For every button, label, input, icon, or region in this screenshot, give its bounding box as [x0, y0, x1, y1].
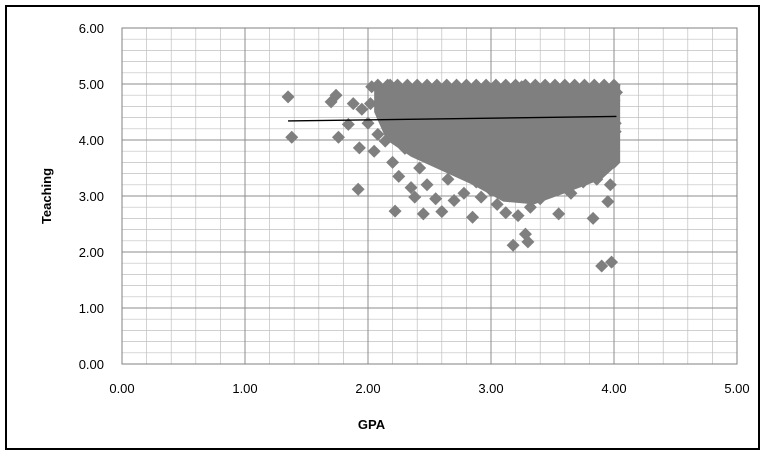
data-point — [388, 204, 402, 218]
x-tick-label: 4.00 — [601, 381, 626, 396]
data-point — [341, 117, 355, 131]
y-tick-label: 2.00 — [79, 245, 104, 260]
data-point — [479, 78, 493, 92]
data-points — [281, 78, 623, 273]
data-point — [521, 235, 535, 249]
data-point — [469, 78, 483, 92]
data-point — [450, 78, 464, 92]
data-point — [511, 209, 525, 223]
trendline-group — [288, 115, 617, 122]
data-point — [603, 178, 617, 192]
data-point — [552, 207, 566, 221]
x-axis-title: GPA — [358, 417, 386, 432]
data-point — [408, 190, 422, 204]
y-axis-title: Teaching — [39, 168, 54, 224]
data-point — [441, 172, 455, 186]
y-tick-label: 0.00 — [79, 357, 104, 372]
data-point — [363, 97, 377, 111]
y-tick-labels: 0.00 1.00 2.00 3.00 4.00 5.00 6.00 — [79, 21, 104, 372]
x-tick-label: 5.00 — [724, 381, 749, 396]
data-point — [351, 182, 365, 196]
x-tick-labels: 0.00 1.00 2.00 3.00 4.00 5.00 — [109, 381, 749, 396]
data-point — [489, 78, 503, 92]
data-point — [601, 195, 615, 209]
data-point — [381, 78, 395, 92]
data-point — [568, 78, 582, 92]
chart-frame — [5, 5, 760, 450]
data-point — [447, 193, 461, 207]
data-point — [558, 78, 572, 92]
x-tick-label: 3.00 — [478, 381, 503, 396]
data-point — [400, 78, 414, 92]
y-tick-label: 6.00 — [79, 21, 104, 36]
data-point — [331, 130, 345, 144]
data-point — [605, 255, 619, 269]
y-tick-label: 4.00 — [79, 133, 104, 148]
y-tick-label: 3.00 — [79, 189, 104, 204]
data-point — [577, 78, 591, 92]
data-point — [391, 78, 405, 92]
data-point — [538, 78, 552, 92]
data-point — [595, 259, 609, 273]
x-tick-label: 1.00 — [232, 381, 257, 396]
data-point — [597, 78, 611, 92]
data-point — [518, 78, 532, 92]
data-point — [386, 155, 400, 169]
data-point — [548, 78, 562, 92]
data-point — [435, 205, 449, 219]
data-point — [404, 181, 418, 195]
data-point — [361, 116, 375, 130]
dense-point-cluster — [374, 84, 621, 205]
data-point — [410, 78, 424, 92]
y-tick-label: 5.00 — [79, 77, 104, 92]
data-point — [587, 78, 601, 92]
data-point — [457, 186, 471, 200]
data-point — [466, 210, 480, 224]
data-point — [346, 97, 360, 111]
data-point — [420, 78, 434, 92]
data-point — [285, 130, 299, 144]
data-point — [490, 197, 504, 211]
data-point — [352, 141, 366, 155]
data-point — [474, 190, 488, 204]
y-tick-label: 1.00 — [79, 301, 104, 316]
data-point — [528, 78, 542, 92]
data-point — [420, 178, 434, 192]
plot-area — [121, 27, 738, 365]
data-point — [367, 144, 381, 158]
data-point — [429, 192, 443, 206]
data-point — [329, 88, 343, 102]
x-tick-label: 2.00 — [355, 381, 380, 396]
data-point — [413, 161, 427, 175]
data-point — [392, 169, 406, 183]
data-point — [509, 78, 523, 92]
data-point — [440, 78, 454, 92]
data-point — [506, 238, 520, 252]
trendline — [288, 115, 617, 122]
data-point — [416, 207, 430, 221]
data-point — [430, 78, 444, 92]
data-point — [355, 102, 369, 116]
data-point — [499, 78, 513, 92]
data-point — [607, 78, 621, 92]
major-gridlines — [121, 27, 738, 365]
data-point — [281, 90, 295, 104]
data-point — [371, 78, 385, 92]
data-point — [499, 206, 513, 220]
data-point — [586, 211, 600, 225]
data-point — [459, 78, 473, 92]
data-point — [371, 127, 385, 141]
x-tick-label: 0.00 — [109, 381, 134, 396]
